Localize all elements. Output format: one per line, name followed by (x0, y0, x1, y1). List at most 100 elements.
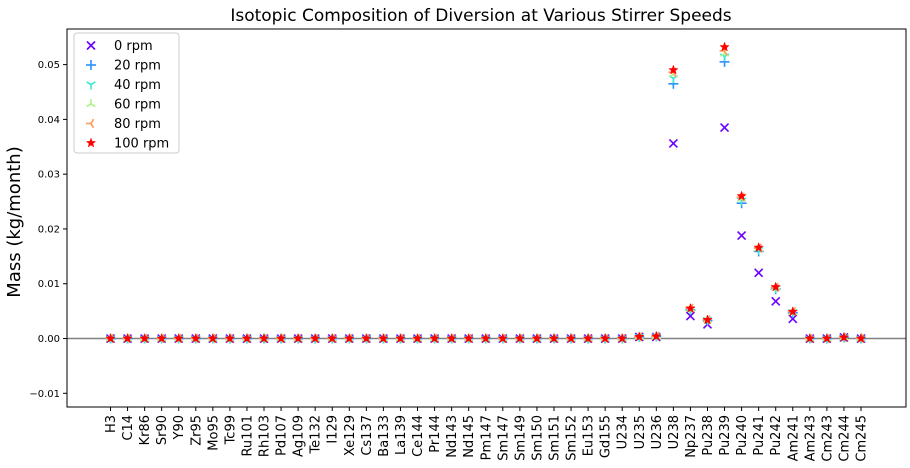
series-60-rpm (105, 48, 866, 342)
data-point (292, 333, 304, 343)
data-point (719, 123, 730, 133)
x-tick-label: Ce144 (411, 415, 426, 457)
x-tick-label: Sm152 (565, 415, 580, 461)
data-point (754, 268, 764, 278)
x-tick-label: Cm244 (837, 415, 852, 462)
x-tick-label: Cm243 (820, 415, 835, 462)
data-point (771, 296, 781, 306)
data-point (463, 333, 474, 343)
x-tick-label: Np237 (684, 415, 699, 458)
y-tick-label: 0.05 (38, 60, 60, 71)
data-point (395, 333, 406, 343)
legend-label: 40 rpm (114, 78, 161, 93)
data-point (122, 333, 133, 343)
x-tick-label: U235 (633, 415, 648, 449)
chart-title: Isotopic Composition of Diversion at Var… (230, 6, 731, 26)
data-point (736, 190, 747, 201)
x-tick-label: Am241 (786, 415, 801, 461)
data-point (258, 333, 270, 343)
legend-marker (86, 40, 96, 51)
data-point (668, 64, 679, 75)
x-tick-label: Cm245 (855, 415, 870, 462)
y-tick-label: 0.02 (38, 224, 60, 235)
x-tick-label: Pm147 (479, 415, 494, 460)
legend-label: 0 rpm (114, 39, 153, 54)
series-0-rpm (105, 123, 866, 344)
x-tick-label: Sr90 (155, 415, 170, 445)
data-point (412, 333, 423, 343)
y-axis-ticks: −0.01 0.00 0.01 0.02 0.03 0.04 0.05 (29, 60, 67, 400)
x-tick-label: Pu239 (718, 415, 733, 456)
data-point (582, 333, 594, 343)
data-point (599, 333, 611, 343)
x-tick-label: Tc99 (223, 415, 238, 445)
x-tick-label: U234 (616, 415, 631, 449)
data-point (788, 314, 798, 324)
x-tick-label: Pu238 (701, 415, 716, 456)
x-tick-label: Rh103 (258, 415, 273, 457)
x-tick-label: Am243 (803, 415, 818, 461)
data-point (241, 333, 253, 343)
data-point (139, 333, 150, 343)
x-tick-label: Pu241 (752, 415, 767, 456)
data-point (787, 306, 799, 317)
data-point (344, 333, 355, 343)
y-tick-label: 0.04 (38, 115, 60, 126)
x-tick-label: H3 (104, 415, 119, 433)
legend-marker (86, 60, 96, 70)
x-tick-label: Pu242 (769, 415, 784, 456)
data-point (737, 230, 747, 241)
data-point (668, 138, 678, 149)
data-point (514, 333, 526, 343)
legend-marker (86, 118, 95, 129)
data-point (719, 41, 730, 52)
data-point (497, 333, 509, 343)
data-point (565, 333, 577, 343)
data-point (309, 333, 321, 343)
legend-label: 60 rpm (114, 98, 161, 113)
data-point (548, 333, 560, 343)
legend-frame (73, 32, 180, 154)
plot-area-frame (66, 28, 907, 408)
x-tick-label: C14 (121, 415, 136, 441)
data-point (616, 333, 628, 343)
data-point (838, 331, 850, 342)
x-tick-label: Sm150 (530, 415, 545, 461)
legend-label: 80 rpm (114, 117, 161, 132)
x-axis-ticks: H3 C14 Kr86 Sr90 Y90 Zr95 Mo95 Tc99 Ru101 Rh103 Pd… (104, 407, 870, 462)
x-tick-label: Ba133 (377, 415, 392, 457)
legend-marker (86, 81, 96, 90)
y-axis-label: Mass (kg/month) (4, 146, 25, 297)
x-tick-label: U236 (650, 415, 665, 449)
data-point (207, 333, 219, 343)
data-point (685, 302, 696, 313)
data-point (105, 333, 116, 343)
x-tick-label: Gd155 (599, 415, 614, 458)
x-tick-label: Ag109 (292, 415, 307, 457)
series-80-rpm (105, 46, 865, 344)
y-tick-label: 0.00 (38, 334, 60, 345)
x-tick-label: Sm151 (547, 415, 562, 461)
data-point (634, 331, 645, 342)
series-20-rpm (105, 56, 866, 344)
x-tick-label: Sm147 (496, 415, 511, 461)
x-tick-label: I129 (326, 415, 341, 444)
data-point (326, 333, 338, 343)
legend-marker (85, 137, 97, 148)
data-point (173, 333, 184, 343)
data-points (105, 41, 867, 344)
y-tick-label: −0.01 (29, 389, 60, 400)
x-tick-label: U238 (667, 415, 682, 449)
data-point (429, 333, 440, 343)
x-tick-label: Nd145 (462, 415, 477, 458)
data-point (361, 333, 372, 343)
x-tick-label: Zr95 (189, 415, 204, 446)
y-tick-label: 0.03 (38, 170, 60, 181)
data-point (702, 314, 713, 325)
series-100-rpm (105, 41, 867, 343)
legend-marker (86, 99, 96, 108)
series-40-rpm (105, 53, 866, 344)
x-tick-label: Cs137 (360, 415, 375, 456)
data-point (378, 333, 389, 343)
